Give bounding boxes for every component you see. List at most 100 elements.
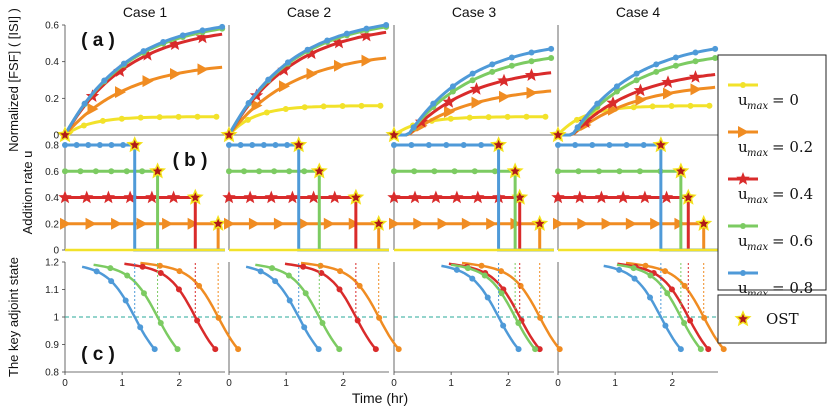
marker-a-0 — [523, 113, 530, 120]
marker-a-0.8 — [528, 49, 535, 56]
marker-a-0.4 — [304, 46, 319, 60]
marker-c-0.2 — [235, 346, 242, 353]
legend-sub: max — [747, 101, 768, 112]
xtick-label: 0 — [555, 378, 561, 389]
marker-a-0.6 — [672, 62, 679, 69]
marker-b-0.6 — [595, 168, 602, 175]
marker-a-0.2 — [115, 86, 126, 99]
xtick-label: 0 — [391, 378, 397, 389]
legend-sub: max — [747, 242, 768, 253]
marker-b-0.4 — [222, 190, 236, 204]
marker-b-0.6 — [256, 168, 263, 175]
marker-a-0 — [320, 103, 327, 110]
marker-b-0.6 — [636, 168, 643, 175]
marker-c-0.6 — [481, 272, 488, 279]
marker-a-0.4 — [113, 64, 127, 77]
marker-c-0.6 — [681, 320, 688, 327]
marker-a-0.6 — [712, 55, 719, 61]
case-title-2: Case 2 — [287, 4, 332, 20]
marker-b-0.6 — [575, 168, 582, 175]
legend-u: u — [738, 279, 748, 297]
marker-a-0.8 — [410, 124, 417, 131]
marker-b-0.2 — [111, 217, 123, 230]
a-ytick-label: 0.2 — [45, 94, 59, 105]
marker-a-0.4 — [277, 63, 291, 76]
marker-a-0 — [447, 115, 454, 122]
legend-marker-0.6 — [740, 223, 746, 229]
ost-b-0.8-case1 — [126, 136, 144, 153]
marker-a-0 — [630, 104, 637, 111]
marker-b-0.2 — [224, 217, 235, 230]
marker-a-0 — [573, 116, 580, 123]
series-b-0.6-case4 — [558, 169, 718, 252]
ost-b-0.4-case2 — [347, 188, 365, 205]
marker-c-0.2 — [156, 262, 163, 269]
marker-c-0.2 — [517, 282, 524, 289]
series-b-0.6-case3 — [394, 169, 554, 252]
marker-a-0.4 — [524, 68, 539, 81]
marker-c-0.6 — [107, 265, 114, 272]
marker-a-0 — [649, 103, 656, 110]
marker-c-0.4 — [354, 317, 361, 324]
marker-c-0.6 — [464, 265, 471, 272]
legend-marker-0.2 — [738, 126, 749, 138]
xtick-label: 1 — [448, 378, 454, 389]
marker-b-0.4 — [285, 190, 300, 204]
marker-c-0.2 — [537, 314, 544, 321]
marker-c-0.2 — [642, 262, 649, 269]
marker-a-0.8 — [633, 70, 640, 77]
marker-b-0.8 — [73, 142, 80, 148]
marker-a-0.6 — [469, 77, 476, 84]
marker-b-0.2 — [323, 217, 335, 230]
xtick-label: 1 — [119, 378, 125, 389]
marker-a-0.8 — [363, 25, 370, 32]
marker-b-0.6 — [123, 168, 130, 175]
marker-b-0.2 — [60, 217, 71, 230]
marker-b-0.4 — [80, 190, 94, 204]
marker-a-0.8 — [245, 100, 252, 107]
legend-ost-box — [717, 294, 827, 344]
marker-a-0.4 — [414, 114, 429, 128]
marker-a-0.8 — [199, 27, 206, 34]
panel-label-b: ( b ) — [173, 150, 208, 171]
marker-b-0.4 — [58, 190, 72, 204]
marker-a-0.4 — [469, 82, 484, 95]
series-c-0.4-case1 — [124, 262, 217, 350]
marker-a-0.4 — [140, 47, 155, 61]
marker-c-0.8 — [469, 275, 476, 282]
marker-c-0.6 — [515, 320, 522, 327]
ost-a-origin-case4 — [549, 126, 567, 143]
marker-a-0.6 — [449, 88, 456, 95]
marker-b-0.8 — [272, 142, 279, 148]
marker-b-0.6 — [491, 168, 498, 175]
marker-c-0.6 — [664, 290, 671, 297]
marker-a-0.2 — [142, 75, 154, 88]
marker-a-0.8 — [284, 59, 291, 66]
case-title-3: Case 3 — [452, 4, 497, 20]
case-title-1: Case 1 — [123, 4, 168, 20]
marker-a-0 — [213, 113, 220, 120]
b-ytick-label: 0.4 — [45, 193, 59, 204]
marker-a-0.4 — [332, 35, 346, 49]
marker-b-0.2 — [577, 217, 589, 230]
series-b-0.6-case2 — [229, 169, 389, 252]
a-ytick-label: 0.4 — [45, 57, 59, 68]
marker-c-0.2 — [478, 262, 485, 269]
marker-b-0.4 — [306, 190, 321, 204]
marker-b-0.2 — [486, 217, 498, 230]
marker-c-0.2 — [720, 346, 727, 353]
marker-b-0.8 — [623, 142, 630, 148]
marker-c-0.2 — [498, 268, 505, 275]
marker-b-0.6 — [226, 168, 232, 175]
ost-b-0.2-case2 — [370, 214, 388, 231]
marker-c-0.2 — [176, 268, 183, 275]
marker-a-0 — [377, 102, 384, 109]
marker-c-0.6 — [336, 346, 343, 353]
b-ytick-label: 0.6 — [45, 167, 59, 178]
marker-c-0.4 — [668, 286, 675, 293]
marker-b-0.2 — [85, 217, 97, 230]
marker-a-0 — [263, 109, 270, 116]
marker-a-0.8 — [265, 76, 272, 83]
c-ytick-label: 0.8 — [45, 368, 59, 379]
